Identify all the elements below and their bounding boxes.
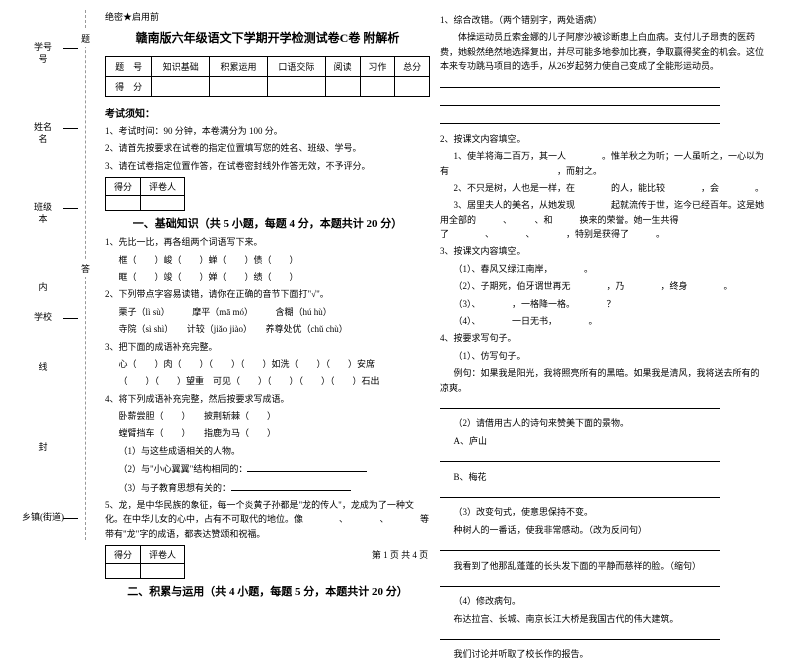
secret-label: 绝密★启用前: [105, 10, 430, 23]
right-column: 1、综合改错。（两个错别字，两处语病） 体操运动员丘索金娜的儿子阿廖沙被诊断患上…: [435, 10, 770, 665]
rq3-stem: 3、按课文内容填空。: [440, 244, 765, 258]
note-1: 1、考试时间：90 分钟，本卷满分为 100 分。: [105, 124, 430, 138]
q2-r2: 寺院（sì shì） 计较（jiǎo jiào） 养尊处优（chǔ chù）: [105, 322, 430, 336]
th-no: 题 号: [106, 57, 152, 77]
rq4-r7: 种树人的一番话，使我非常感动。（改为反问句）: [440, 523, 765, 537]
label-u4: 内: [18, 280, 68, 293]
blank-input[interactable]: [247, 461, 367, 472]
cell-blank[interactable]: [210, 77, 268, 97]
sb-blank[interactable]: [106, 564, 141, 579]
rq4-r9: （4）修改病句。: [440, 594, 765, 608]
rq4-stem: 4、按要求写句子。: [440, 331, 765, 345]
blank-line[interactable]: [440, 451, 720, 462]
q3-r1: 心（ ）肉（ ）（ ）（ ）如洗（ ）（ ）安席: [105, 357, 430, 371]
sb-b: 评卷人: [141, 178, 185, 196]
q1-r1: 框（ ）峻（ ）蝉（ ）债（ ）: [105, 253, 430, 267]
rq3-r3: （3）、 ，一格降一格。 ？: [440, 297, 765, 311]
rq4-r5: B、梅花: [440, 470, 765, 484]
rq3-r4: （4）、 一日无书， 。: [440, 314, 765, 328]
q4-stem: 4、将下列成语补充完整，然后按要求写成语。: [105, 392, 430, 406]
rq2-r3: 3、居里夫人的美名，从她发现 起就流传于世，迄今已经百年。这是她用全部的 、 、…: [440, 198, 765, 241]
blank-line[interactable]: [440, 95, 720, 106]
rq2-stem: 2、按课文内容填空。: [440, 132, 765, 146]
q2-stem: 2、下列带点字容易读错，请你在正确的音节下面打"√"。: [105, 287, 430, 301]
rq4-r4: A、庐山: [440, 434, 765, 448]
exam-title: 赣南版六年级语文下学期开学检测试卷C卷 附解析: [105, 29, 430, 46]
label-u2: 名: [18, 132, 68, 145]
rq4-r2: 例句：如果我是阳光，我将照亮所有的黑暗。如果我是清风，我将送去所有的凉爽。: [440, 366, 765, 395]
th-c3: 口语交际: [267, 57, 325, 77]
rq4-r3: （2）请借用古人的诗句来赞美下面的景物。: [440, 416, 765, 430]
rq4-r1: （1）、仿写句子。: [440, 349, 765, 363]
blank-line[interactable]: [440, 487, 720, 498]
blank-line[interactable]: [440, 629, 720, 640]
th-c2: 积累运用: [210, 57, 268, 77]
rq3-r1: （1）、春风又绿江南岸， 。: [440, 262, 765, 276]
score-table: 题 号 知识基础 积累运用 口语交际 阅读 习作 总分 得 分: [105, 56, 430, 97]
page-content: 绝密★启用前 赣南版六年级语文下学期开学检测试卷C卷 附解析 题 号 知识基础 …: [100, 10, 790, 665]
blank-line[interactable]: [440, 77, 720, 88]
rq2-r2: 2、不只是树，人也是一样，在 的人，能比较 ，会 。: [440, 181, 765, 195]
label-u6: 封: [18, 440, 68, 453]
label-township: 乡镇(街道): [18, 510, 68, 523]
blank-line[interactable]: [440, 398, 720, 409]
sb-blank[interactable]: [141, 564, 185, 579]
rq4-r11: 我们讨论并听取了校长作的报告。: [440, 647, 765, 661]
q3-r2: （ ）（ ）望重 可见（ ）（ ）（ ）（ ）石出: [105, 374, 430, 388]
rq4-r10: 布达拉宫、长城、南京长江大桥是我国古代的伟大建筑。: [440, 612, 765, 626]
sb-a: 得分: [106, 178, 141, 196]
score-box-1: 得分评卷人: [105, 177, 185, 211]
q2-r1: 栗子（lì sù） 摩平（mā mó） 含糊（hú hù）: [105, 305, 430, 319]
q4-r5-text: （3）与子教育思想有关的：: [119, 483, 232, 493]
th-c4: 阅读: [325, 57, 360, 77]
section-2-title: 二、积累与运用（共 4 小题，每题 5 分，本题共计 20 分）: [105, 583, 430, 599]
cell-blank[interactable]: [360, 77, 395, 97]
q4-r4-text: （2）与"小心翼翼"结构相同的：: [119, 464, 248, 474]
cell-blank[interactable]: [267, 77, 325, 97]
q4-r5: （3）与子教育思想有关的：: [105, 480, 430, 495]
blank-input[interactable]: [231, 480, 351, 491]
q4-r3: （1）与这些成语相关的人物。: [105, 444, 430, 458]
q3-stem: 3、把下面的成语补充完整。: [105, 340, 430, 354]
left-column: 绝密★启用前 赣南版六年级语文下学期开学检测试卷C卷 附解析 题 号 知识基础 …: [100, 10, 435, 603]
note-2: 2、请首先按要求在试卷的指定位置填写您的姓名、班级、学号。: [105, 141, 430, 155]
label-u1: 号: [18, 52, 68, 65]
q1-r2: 眶（ ）竣（ ）婵（ ）绩（ ）: [105, 270, 430, 284]
binding-side-labels: 学号 号 姓名 名 班级 本 学校 内 线 封 乡镇(街道): [18, 0, 68, 540]
rq4-r6: （3）改变句式，使意思保持不变。: [440, 505, 765, 519]
note-3: 3、请在试卷指定位置作答，在试卷密封线外作答无效，不予评分。: [105, 159, 430, 173]
row-score: 得 分: [106, 77, 152, 97]
q1-stem: 1、先比一比，再各组两个词语写下来。: [105, 235, 430, 249]
th-c5: 习作: [360, 57, 395, 77]
label-u5: 线: [18, 360, 68, 373]
sb-blank[interactable]: [141, 196, 185, 211]
label-u3: 本: [18, 212, 68, 225]
rq3-r2: （2）、子期死，伯牙谓世再无 ，乃 ，终身 。: [440, 279, 765, 293]
cell-blank[interactable]: [152, 77, 210, 97]
vert-char-2: 答: [81, 260, 90, 277]
page-footer: 第 1 页 共 4 页: [0, 548, 800, 561]
blank-line[interactable]: [440, 576, 720, 587]
rq1-stem: 1、综合改错。（两个错别字，两处语病）: [440, 13, 765, 27]
cell-blank[interactable]: [395, 77, 430, 97]
th-c6: 总分: [395, 57, 430, 77]
rq1-body: 体操运动员丘索金娜的儿子阿廖沙被诊断患上白血病。支付儿子昂贵的医药费，她毅然绝然…: [440, 30, 765, 73]
q4-r4: （2）与"小心翼翼"结构相同的：: [105, 461, 430, 476]
th-c1: 知识基础: [152, 57, 210, 77]
cell-blank[interactable]: [325, 77, 360, 97]
notes-title: 考试须知：: [105, 105, 430, 120]
sb-blank[interactable]: [106, 196, 141, 211]
label-school: 学校: [18, 310, 68, 323]
rq2-r1: 1、使羊将海二百万，其一人 。惟羊秋之为听；一人虽听之，一心以为有 ，而射之。: [440, 149, 765, 178]
vert-char-1: 题: [81, 30, 90, 47]
q4-r1: 卧薪尝胆（ ） 披荆斩棘（ ）: [105, 409, 430, 423]
blank-line[interactable]: [440, 113, 720, 124]
section-1-title: 一、基础知识（共 5 小题，每题 4 分，本题共计 20 分）: [105, 215, 430, 231]
q5-stem: 5、龙，是中华民族的象征，每一个炎黄子孙都是"龙的传人"，龙成为了一种文化。在中…: [105, 498, 430, 541]
q4-r2: 螳臂挡车（ ） 指鹿为马（ ）: [105, 426, 430, 440]
